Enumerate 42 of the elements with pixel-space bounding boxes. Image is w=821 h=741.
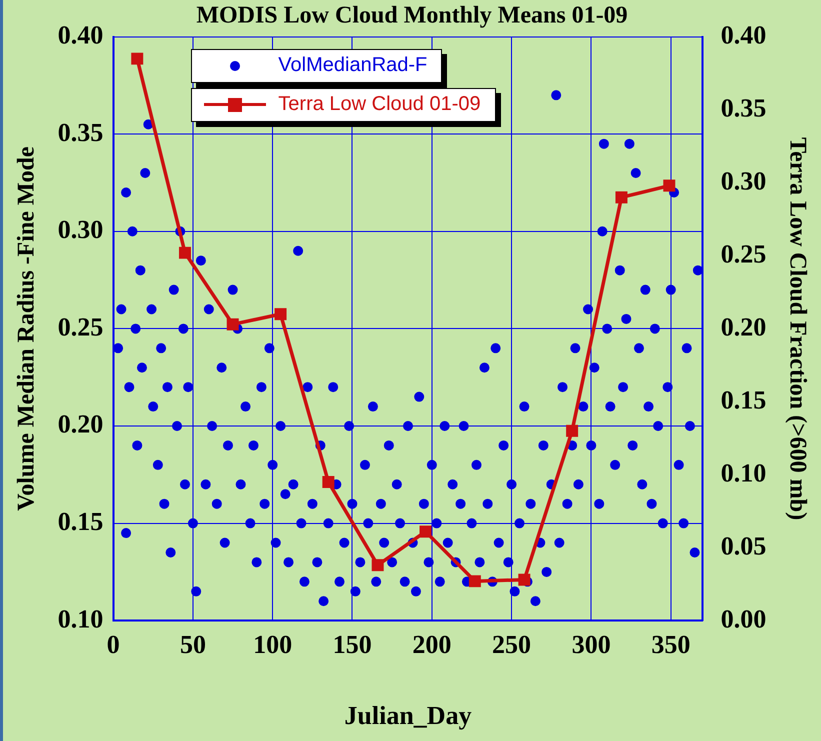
point bbox=[372, 559, 384, 572]
point bbox=[468, 575, 481, 588]
y2-tick-label: 0.05 bbox=[720, 531, 766, 560]
point bbox=[226, 318, 239, 330]
x-tick-label: 50 bbox=[180, 630, 206, 659]
x-tick-label: 250 bbox=[492, 630, 532, 659]
x-tick-label: 0 bbox=[106, 630, 120, 659]
point bbox=[518, 574, 530, 586]
legend-label: VolMedianRad-F bbox=[278, 54, 428, 78]
y-tick-label: 0.15 bbox=[58, 507, 104, 536]
y2-tick-label: 0.20 bbox=[720, 312, 766, 342]
point bbox=[131, 52, 144, 65]
x-tick-label: 300 bbox=[572, 630, 611, 659]
x-tick-label: 350 bbox=[651, 630, 690, 659]
point bbox=[615, 191, 628, 204]
point bbox=[322, 476, 334, 488]
point bbox=[420, 526, 432, 538]
point bbox=[178, 246, 191, 259]
y2-tick-label: 0.00 bbox=[720, 604, 766, 634]
y-tick-label: 0.10 bbox=[58, 604, 104, 634]
y-tick-label: 0.35 bbox=[58, 118, 104, 147]
y2-tick-label: 0.15 bbox=[720, 385, 766, 414]
y2-tick-label: 0.30 bbox=[720, 166, 766, 196]
y2-axis-title: Terra Low Cloud Fraction (>600 mb) bbox=[784, 137, 810, 520]
chart-title: MODIS Low Cloud Monthly Means 01-09 bbox=[196, 2, 628, 29]
x-axis-title: Julian_Day bbox=[344, 701, 472, 730]
y2-tick-label: 0.10 bbox=[720, 458, 766, 488]
y-tick-label: 0.30 bbox=[58, 215, 104, 244]
x-tick-label: 200 bbox=[412, 630, 452, 659]
y2-tick-label: 0.40 bbox=[720, 20, 766, 50]
point bbox=[663, 180, 676, 192]
y2-tick-label: 0.25 bbox=[720, 239, 766, 268]
y2-tick-label: 0.35 bbox=[720, 93, 766, 122]
point bbox=[274, 308, 287, 320]
x-tick-label: 150 bbox=[332, 630, 372, 659]
y-tick-label: 0.25 bbox=[58, 312, 104, 342]
legend-label: Terra Low Cloud 01-09 bbox=[278, 93, 481, 116]
y-tick-label: 0.40 bbox=[58, 20, 104, 50]
y-axis-title: Volume Median Radius -Fine Mode bbox=[14, 146, 40, 511]
point bbox=[566, 424, 578, 437]
y-tick-label: 0.20 bbox=[58, 410, 104, 439]
x-tick-label: 100 bbox=[253, 630, 292, 659]
